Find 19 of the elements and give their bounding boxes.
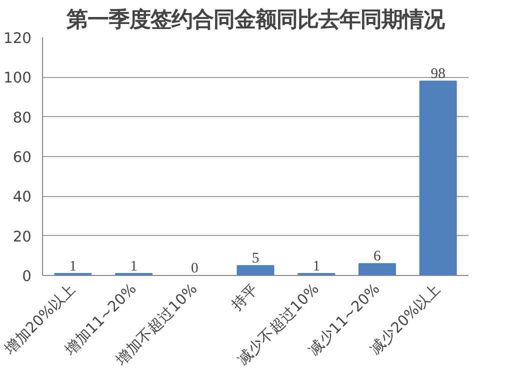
x-tick-label: 持平 (228, 280, 262, 314)
data-label: 98 (430, 66, 446, 82)
y-tick-label: 0 (22, 268, 32, 285)
data-label: 5 (252, 250, 260, 267)
bar (419, 80, 457, 276)
y-tick-label: 60 (12, 149, 32, 166)
data-label: 1 (130, 258, 138, 275)
data-label: 1 (69, 258, 77, 275)
y-tick-label: 40 (12, 188, 32, 206)
bar (236, 265, 274, 276)
y-tick-label: 120 (4, 30, 32, 47)
data-label: 1 (312, 258, 320, 275)
y-tick-label: 80 (12, 109, 32, 126)
data-label: 0 (190, 260, 198, 276)
y-tick-label: 100 (4, 70, 32, 87)
chart-title: 第一季度签约合同金额同比去年同期情况 (66, 8, 446, 32)
data-label: 6 (374, 248, 381, 265)
y-tick-label: 20 (12, 228, 32, 246)
bar (358, 263, 396, 276)
